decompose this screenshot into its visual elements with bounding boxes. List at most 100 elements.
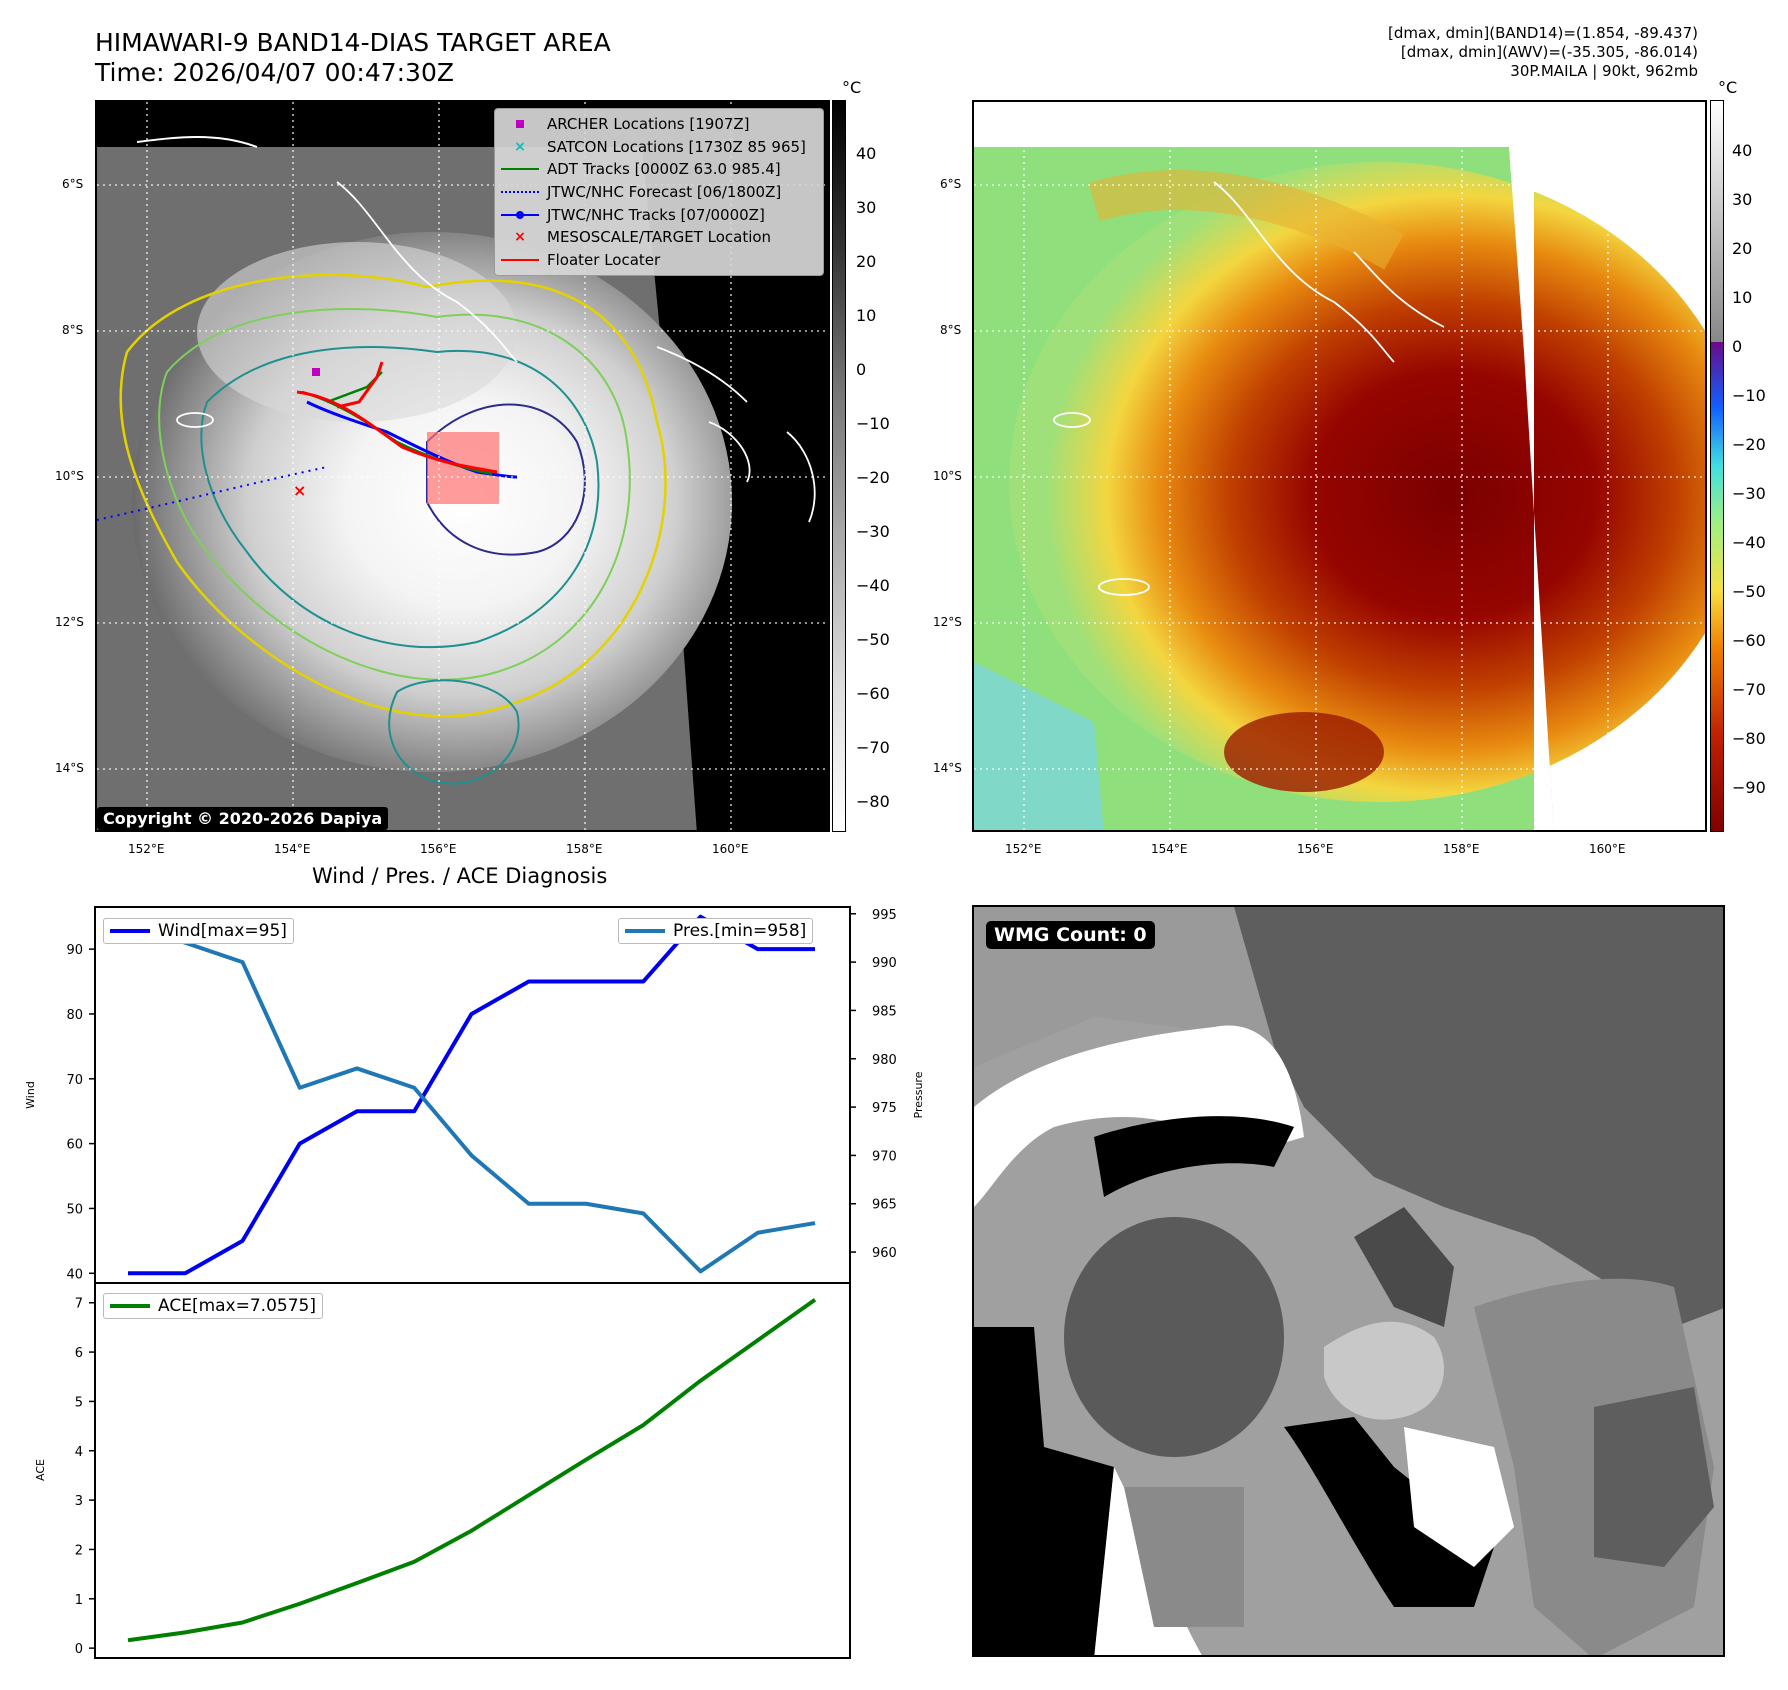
lon-label: 156°E — [420, 842, 457, 856]
colorbar-tick-label: 30 — [856, 198, 877, 217]
title-line-2: Time: 2026/04/07 00:47:30Z — [95, 58, 454, 87]
colorbar-tick-label: 10 — [1732, 288, 1753, 307]
pressure-axis-label: Pressure — [912, 1071, 925, 1118]
copyright-badge: Copyright © 2020-2026 Dapiya — [97, 807, 389, 830]
red-x-icon: × — [514, 229, 526, 246]
lat-label: 12°S — [933, 615, 962, 629]
lat-label: 14°S — [55, 761, 84, 775]
pressure-series-line — [127, 921, 816, 1274]
colorbar-tick-label: −10 — [856, 414, 890, 433]
ace-legend-line — [110, 1304, 150, 1308]
left-ir-map: × ARCHER Locations [1907Z] × SATCON Locat… — [95, 100, 830, 832]
legend-item-satcon: × SATCON Locations [1730Z 85 965] — [501, 136, 817, 159]
pressure-legend: Pres.[min=958] — [618, 918, 814, 944]
legend-item-archer: ARCHER Locations [1907Z] — [501, 113, 817, 136]
colorbar-tick-label: 40 — [1732, 141, 1753, 160]
ace-tick-label: 1 — [75, 1593, 83, 1608]
colorbar-tick-label: 0 — [856, 360, 867, 379]
ace-axis-label: ACE — [34, 1459, 47, 1481]
wind-tick-label: 70 — [66, 1073, 83, 1088]
ace-legend: ACE[max=7.0575] — [103, 1293, 323, 1319]
ace-tick-label: 0 — [75, 1642, 83, 1657]
info-line-3: 30P.MAILA | 90kt, 962mb — [1510, 62, 1698, 80]
colorbar-tick-label: −50 — [1732, 582, 1766, 601]
ace-series-line — [127, 1298, 817, 1643]
colorbar-tick-label: −20 — [1732, 435, 1766, 454]
left-colorbar — [832, 100, 846, 832]
legend-item-adt: ADT Tracks [0000Z 63.0 985.4] — [501, 158, 817, 181]
wind-legend: Wind[max=95] — [103, 918, 294, 944]
info-line-2: [dmax, dmin](AWV)=(-35.305, -86.014) — [1400, 43, 1698, 61]
cyan-x-icon: × — [514, 138, 526, 155]
colorbar-tick-label: 20 — [856, 252, 877, 271]
colorbar-tick-label: −10 — [1732, 386, 1766, 405]
wind-tick-label: 60 — [66, 1138, 83, 1153]
lon-label: 154°E — [274, 842, 311, 856]
colorbar-tick-label: −40 — [1732, 533, 1766, 552]
colorbar-tick-label: −70 — [1732, 680, 1766, 699]
colorbar-tick-label: 40 — [856, 144, 877, 163]
lat-label: 12°S — [55, 615, 84, 629]
wind-tick-label: 90 — [66, 943, 83, 958]
colorbar-tick-label: −30 — [856, 522, 890, 541]
diagnosis-title: Wind / Pres. / ACE Diagnosis — [312, 864, 608, 888]
lat-label: 6°S — [940, 177, 962, 191]
ace-tick-label: 5 — [75, 1395, 83, 1410]
colorbar-tick-label: −30 — [1732, 484, 1766, 503]
pressure-tick-label: 975 — [872, 1101, 897, 1116]
purple-square-icon — [501, 117, 539, 131]
wmg-count-badge: WMG Count: 0 — [986, 921, 1155, 949]
legend-item-target: × MESOSCALE/TARGET Location — [501, 226, 817, 249]
colorbar-tick-label: 20 — [1732, 239, 1753, 258]
ace-axes-frame — [94, 1282, 851, 1659]
colorbar-tick-label: −70 — [856, 738, 890, 757]
wind-tick-label: 50 — [66, 1202, 83, 1217]
ace-tick-label: 6 — [75, 1346, 83, 1361]
right-colorbar-unit: °C — [1718, 78, 1738, 97]
colorbar-tick-label: 0 — [1732, 337, 1743, 356]
info-line-1: [dmax, dmin](BAND14)=(1.854, -89.437) — [1387, 24, 1698, 42]
colorbar-tick-label: −60 — [856, 684, 890, 703]
right-map-image — [974, 102, 1705, 830]
wind-axis-label: Wind — [24, 1081, 37, 1109]
pressure-tick-label: 970 — [872, 1149, 897, 1164]
wind-tick-label: 40 — [66, 1267, 83, 1282]
lat-label: 14°S — [933, 761, 962, 775]
lon-label: 152°E — [1005, 842, 1042, 856]
ace-tick-label: 2 — [75, 1543, 83, 1558]
left-map-legend: ARCHER Locations [1907Z] × SATCON Locatio… — [494, 108, 824, 277]
left-colorbar-unit: °C — [842, 78, 862, 97]
lon-label: 158°E — [1443, 842, 1480, 856]
lon-label: 152°E — [128, 842, 165, 856]
lon-label: 156°E — [1297, 842, 1334, 856]
colorbar-tick-label: −60 — [1732, 631, 1766, 650]
wmg-image — [974, 907, 1723, 1655]
legend-item-tracks: JTWC/NHC Tracks [07/0000Z] — [501, 203, 817, 226]
colorbar-tick-label: −50 — [856, 630, 890, 649]
green-line-icon — [501, 162, 539, 176]
lat-label: 10°S — [55, 469, 84, 483]
pressure-legend-line — [625, 929, 665, 933]
wind-legend-line — [110, 929, 150, 933]
pressure-tick-label: 960 — [872, 1246, 897, 1261]
lat-label: 10°S — [933, 469, 962, 483]
wmg-panel: WMG Count: 0 — [972, 905, 1725, 1657]
legend-item-forecast: JTWC/NHC Forecast [06/1800Z] — [501, 181, 817, 204]
colorbar-tick-label: −80 — [856, 792, 890, 811]
right-colorbar — [1710, 100, 1724, 832]
svg-text:×: × — [293, 481, 306, 500]
colorbar-tick-label: 10 — [856, 306, 877, 325]
lat-label: 8°S — [940, 323, 962, 337]
storm-info: [dmax, dmin](BAND14)=(1.854, -89.437) [d… — [1388, 24, 1698, 81]
lon-label: 160°E — [712, 842, 749, 856]
wind-series-line — [128, 914, 815, 1276]
blue-dot-line-icon — [501, 208, 539, 222]
wind-tick-label: 80 — [66, 1008, 83, 1023]
ace-tick-label: 3 — [75, 1494, 83, 1509]
lat-label: 6°S — [62, 177, 84, 191]
lon-label: 158°E — [566, 842, 603, 856]
colorbar-tick-label: −90 — [1732, 778, 1766, 797]
ace-tick-label: 4 — [75, 1445, 83, 1460]
red-line-icon — [501, 253, 539, 267]
lon-label: 160°E — [1589, 842, 1626, 856]
